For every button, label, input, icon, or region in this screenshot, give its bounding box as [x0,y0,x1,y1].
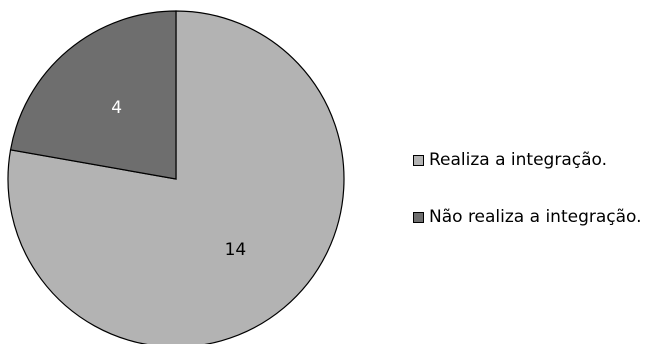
pie-slice-nao-realiza [9,10,177,180]
legend-label: Realiza a integração. [429,150,608,170]
pie-slice-realiza [7,10,345,344]
legend-swatch [413,154,424,166]
pie-data-labels: 14 4 [111,98,246,260]
legend-item-realiza: Realiza a integração. [413,148,642,172]
chart-legend: Realiza a integração. Não realiza a integ… [413,148,642,262]
pie-slices [7,10,345,344]
legend-swatch [413,211,424,223]
data-label-realiza: 14 [225,240,247,260]
legend-label: Não realiza a integração. [429,207,642,227]
legend-item-nao-realiza: Não realiza a integração. [413,205,642,229]
data-label-nao-realiza: 4 [111,98,122,118]
